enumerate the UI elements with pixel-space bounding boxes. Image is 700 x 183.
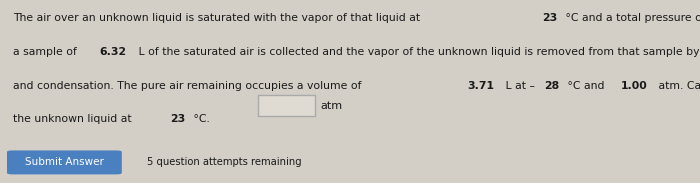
Text: 5 question attempts remaining: 5 question attempts remaining [147, 157, 302, 167]
Text: atm: atm [321, 101, 343, 111]
Text: L at –: L at – [502, 81, 535, 91]
Text: a sample of: a sample of [13, 47, 80, 57]
FancyBboxPatch shape [258, 95, 315, 116]
FancyBboxPatch shape [7, 150, 122, 174]
Text: 6.32: 6.32 [99, 47, 127, 57]
Text: 1.00: 1.00 [620, 81, 648, 91]
Text: 23: 23 [542, 13, 558, 23]
Text: 23: 23 [170, 114, 186, 124]
Text: °C and: °C and [564, 81, 608, 91]
Text: the unknown liquid at: the unknown liquid at [13, 114, 134, 124]
Text: The air over an unknown liquid is saturated with the vapor of that liquid at: The air over an unknown liquid is satura… [13, 13, 424, 23]
Text: 28: 28 [544, 81, 559, 91]
Text: and condensation. The pure air remaining occupies a volume of: and condensation. The pure air remaining… [13, 81, 365, 91]
Text: Submit Answer: Submit Answer [25, 157, 104, 167]
Text: L of the saturated air is collected and the vapor of the unknown liquid is remov: L of the saturated air is collected and … [134, 47, 700, 57]
Text: °C and a total pressure of: °C and a total pressure of [562, 13, 700, 23]
Text: 3.71: 3.71 [467, 81, 494, 91]
Text: atm. Calculate the vapor pressure of: atm. Calculate the vapor pressure of [655, 81, 700, 91]
Text: °C.: °C. [190, 114, 210, 124]
